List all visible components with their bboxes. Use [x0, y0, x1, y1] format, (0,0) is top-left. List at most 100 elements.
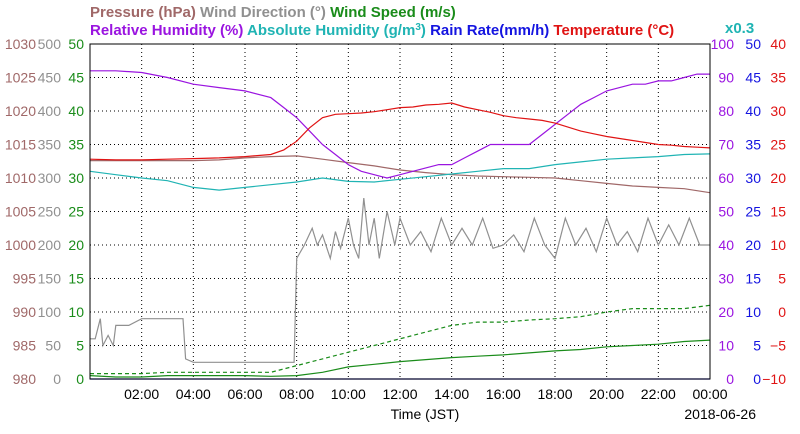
- series-lines: [89, 70, 711, 380]
- plot-frame: [89, 43, 711, 380]
- axis-1-tick-9: 50: [45, 338, 61, 354]
- right-axes: 1009080706050403020100504540353025201510…: [711, 36, 787, 387]
- series-wind-direction: [90, 198, 710, 363]
- axis-5-tick-3: 25: [770, 137, 786, 153]
- axis-4-tick-2: 40: [745, 103, 761, 119]
- x-tick-3: 08:00: [279, 386, 314, 402]
- axis-4-tick-4: 30: [745, 170, 761, 186]
- axis-0-tick-3: 1015: [5, 137, 36, 153]
- axis-0-tick-6: 1000: [5, 237, 36, 253]
- axis-2-tick-8: 10: [68, 304, 84, 320]
- x-tick-2: 06:00: [227, 386, 262, 402]
- axis-4-tick-0: 50: [745, 36, 761, 52]
- x-tick-1: 04:00: [176, 386, 211, 402]
- axis-1-tick-8: 100: [38, 304, 62, 320]
- axis-0-tick-2: 1020: [5, 103, 36, 119]
- axis-2-tick-10: 0: [76, 371, 84, 387]
- x-tick-6: 14:00: [434, 386, 469, 402]
- axis-2-tick-5: 25: [68, 204, 84, 220]
- x-tick-4: 10:00: [331, 386, 366, 402]
- axis-2-tick-0: 50: [68, 36, 84, 52]
- axis-3-tick-8: 20: [718, 304, 734, 320]
- axis-1-tick-7: 150: [38, 271, 62, 287]
- axis-0-tick-0: 1030: [5, 36, 36, 52]
- axis-4-tick-1: 45: [745, 70, 761, 86]
- header-row1-1: Wind Direction (°): [200, 4, 330, 21]
- axis-3-tick-3: 70: [718, 137, 734, 153]
- axis-0-tick-10: 980: [13, 371, 37, 387]
- axis-4-tick-9: 5: [753, 338, 761, 354]
- axis-3-tick-4: 60: [718, 170, 734, 186]
- axis-3-tick-1: 90: [718, 70, 734, 86]
- header-row2-2: Rain Rate(mm/h): [430, 22, 553, 39]
- axis-5-tick-1: 35: [770, 70, 786, 86]
- series-absolute-humidity: [89, 153, 711, 191]
- axis-1-tick-4: 300: [38, 170, 62, 186]
- series-pressure: [90, 155, 711, 194]
- axis-0-tick-8: 990: [13, 304, 37, 320]
- x-tick-0: 02:00: [124, 386, 159, 402]
- axis-2-tick-2: 40: [68, 103, 84, 119]
- axis-3-tick-6: 40: [718, 237, 734, 253]
- header-row2-1-tail: ): [421, 22, 430, 39]
- axis-4-tick-10: 0: [753, 371, 761, 387]
- header-row2-3: Temperature (°C): [553, 22, 674, 39]
- series-temperature: [89, 102, 711, 161]
- axis-4-tick-6: 20: [745, 237, 761, 253]
- axis-5-tick-8: 0: [778, 304, 786, 320]
- axis-0-tick-7: 995: [13, 271, 37, 287]
- axis-1-tick-2: 400: [38, 103, 62, 119]
- axis-3-tick-9: 10: [718, 338, 734, 354]
- axis-3-tick-0: 100: [711, 36, 735, 52]
- axis-2-tick-9: 5: [76, 338, 84, 354]
- axis-5-tick-9: −5: [770, 338, 786, 354]
- header-extra: x0.3: [725, 20, 754, 37]
- axis-0-tick-9: 985: [13, 338, 37, 354]
- axis-3-tick-10: 0: [726, 371, 734, 387]
- header-row2-1: Absolute Humidity (g/m: [247, 22, 415, 39]
- x-axis-label: Time (JST): [391, 406, 460, 422]
- x-tick-8: 18:00: [537, 386, 572, 402]
- axis-5-tick-7: 5: [778, 271, 786, 287]
- date-label: 2018-06-26: [684, 406, 756, 422]
- axis-2-tick-3: 35: [68, 137, 84, 153]
- axis-1-tick-10: 0: [53, 371, 61, 387]
- axis-5-tick-0: 40: [770, 36, 786, 52]
- axis-4-tick-3: 35: [745, 137, 761, 153]
- axis-2-tick-4: 30: [68, 170, 84, 186]
- axis-1-tick-6: 200: [38, 237, 62, 253]
- axis-1-tick-3: 350: [38, 137, 62, 153]
- axis-5-tick-5: 15: [770, 204, 786, 220]
- x-tick-9: 20:00: [589, 386, 624, 402]
- axis-5-tick-4: 20: [770, 170, 786, 186]
- axis-5-tick-2: 30: [770, 103, 786, 119]
- grid-lines: [90, 44, 710, 379]
- x-tick-10: 22:00: [641, 386, 676, 402]
- header-row-1: Pressure (hPa) Wind Direction (°) Wind S…: [90, 4, 456, 21]
- header-row1-2: Wind Speed (m/s): [330, 4, 456, 21]
- axis-1-tick-0: 500: [38, 36, 62, 52]
- series-wind-speed: [89, 339, 711, 378]
- axis-4-tick-7: 15: [745, 271, 761, 287]
- axis-2-tick-6: 20: [68, 237, 84, 253]
- axis-2-tick-7: 15: [68, 271, 84, 287]
- x-tick-7: 16:00: [486, 386, 521, 402]
- axis-1-tick-1: 450: [38, 70, 62, 86]
- axis-0-tick-4: 1010: [5, 170, 36, 186]
- header-row2-0: Relative Humidity (%): [90, 22, 247, 39]
- axis-0-tick-1: 1025: [5, 70, 36, 86]
- axis-3-tick-5: 50: [718, 204, 734, 220]
- axis-2-tick-1: 45: [68, 70, 84, 86]
- series-relative-humidity: [90, 70, 710, 179]
- header-row2-1-sup: 3: [415, 22, 421, 33]
- axis-4-tick-8: 10: [745, 304, 761, 320]
- x-tick-11: 00:00: [692, 386, 727, 402]
- x-tick-5: 12:00: [382, 386, 417, 402]
- axis-3-tick-2: 80: [718, 103, 734, 119]
- header-row-2: Relative Humidity (%) Absolute Humidity …: [90, 22, 674, 40]
- axis-4-tick-5: 25: [745, 204, 761, 220]
- axis-5-tick-10: −10: [762, 371, 786, 387]
- left-axes: 1030102510201015101010051000995990985980…: [5, 36, 84, 387]
- x-axis-ticks: 02:00 04:00 06:00 08:00 10:00 12:00 14:00 16:00…: [124, 386, 728, 402]
